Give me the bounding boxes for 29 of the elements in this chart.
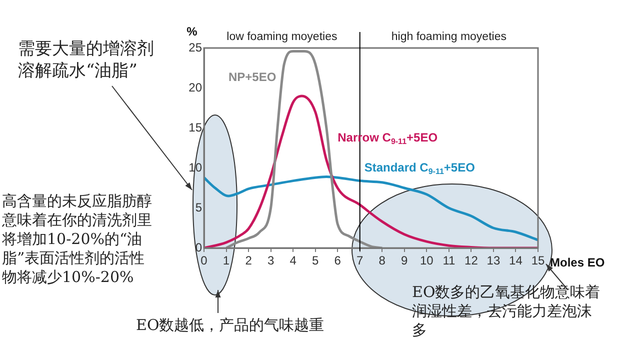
x-tick-label: 13 — [486, 254, 500, 268]
text: 高含量的未反应脂肪醇意味着在你的清洗剂里将增加10-20%的“油脂”表面活性剂的活性物将减少10%-20% — [2, 192, 153, 287]
x-axis-title: Moles EO — [550, 255, 605, 270]
y-tick-label: 20 — [188, 80, 202, 94]
y-tick-label: 15 — [188, 120, 202, 134]
x-tick-label: 4 — [290, 254, 297, 268]
x-tick-label: 1 — [222, 254, 230, 268]
text: EO数越低，产品的气味越重 — [136, 316, 326, 335]
y-tick-label: 5 — [195, 200, 202, 214]
x-tick-label: 6 — [334, 254, 342, 268]
x-tick-label: 9 — [401, 254, 408, 268]
y-tick-label: 0 — [195, 240, 202, 254]
x-tick-label: 5 — [312, 254, 319, 268]
text: 需要大量的增溶剂溶解疏水“油脂” — [18, 38, 155, 82]
x-tick-label: 10 — [420, 254, 434, 268]
x-tick-label: 2 — [245, 254, 252, 268]
y-tick-label: 25 — [188, 40, 202, 54]
x-tick-label: 14 — [509, 254, 523, 268]
text: high foaming moyeties — [391, 31, 507, 44]
x-tick-label: 8 — [378, 254, 386, 268]
y-axis-title: % — [186, 24, 198, 38]
x-tick-label: 7 — [356, 254, 364, 268]
text: low foaming moyeties — [226, 31, 338, 44]
line-series — [204, 176, 538, 242]
series-label: NP+5EO — [228, 70, 276, 84]
x-tick-label: 12 — [464, 254, 478, 268]
x-tick-label: 15 — [531, 254, 545, 268]
x-tick-label: 11 — [442, 254, 456, 268]
x-tick-label: 3 — [267, 254, 274, 268]
